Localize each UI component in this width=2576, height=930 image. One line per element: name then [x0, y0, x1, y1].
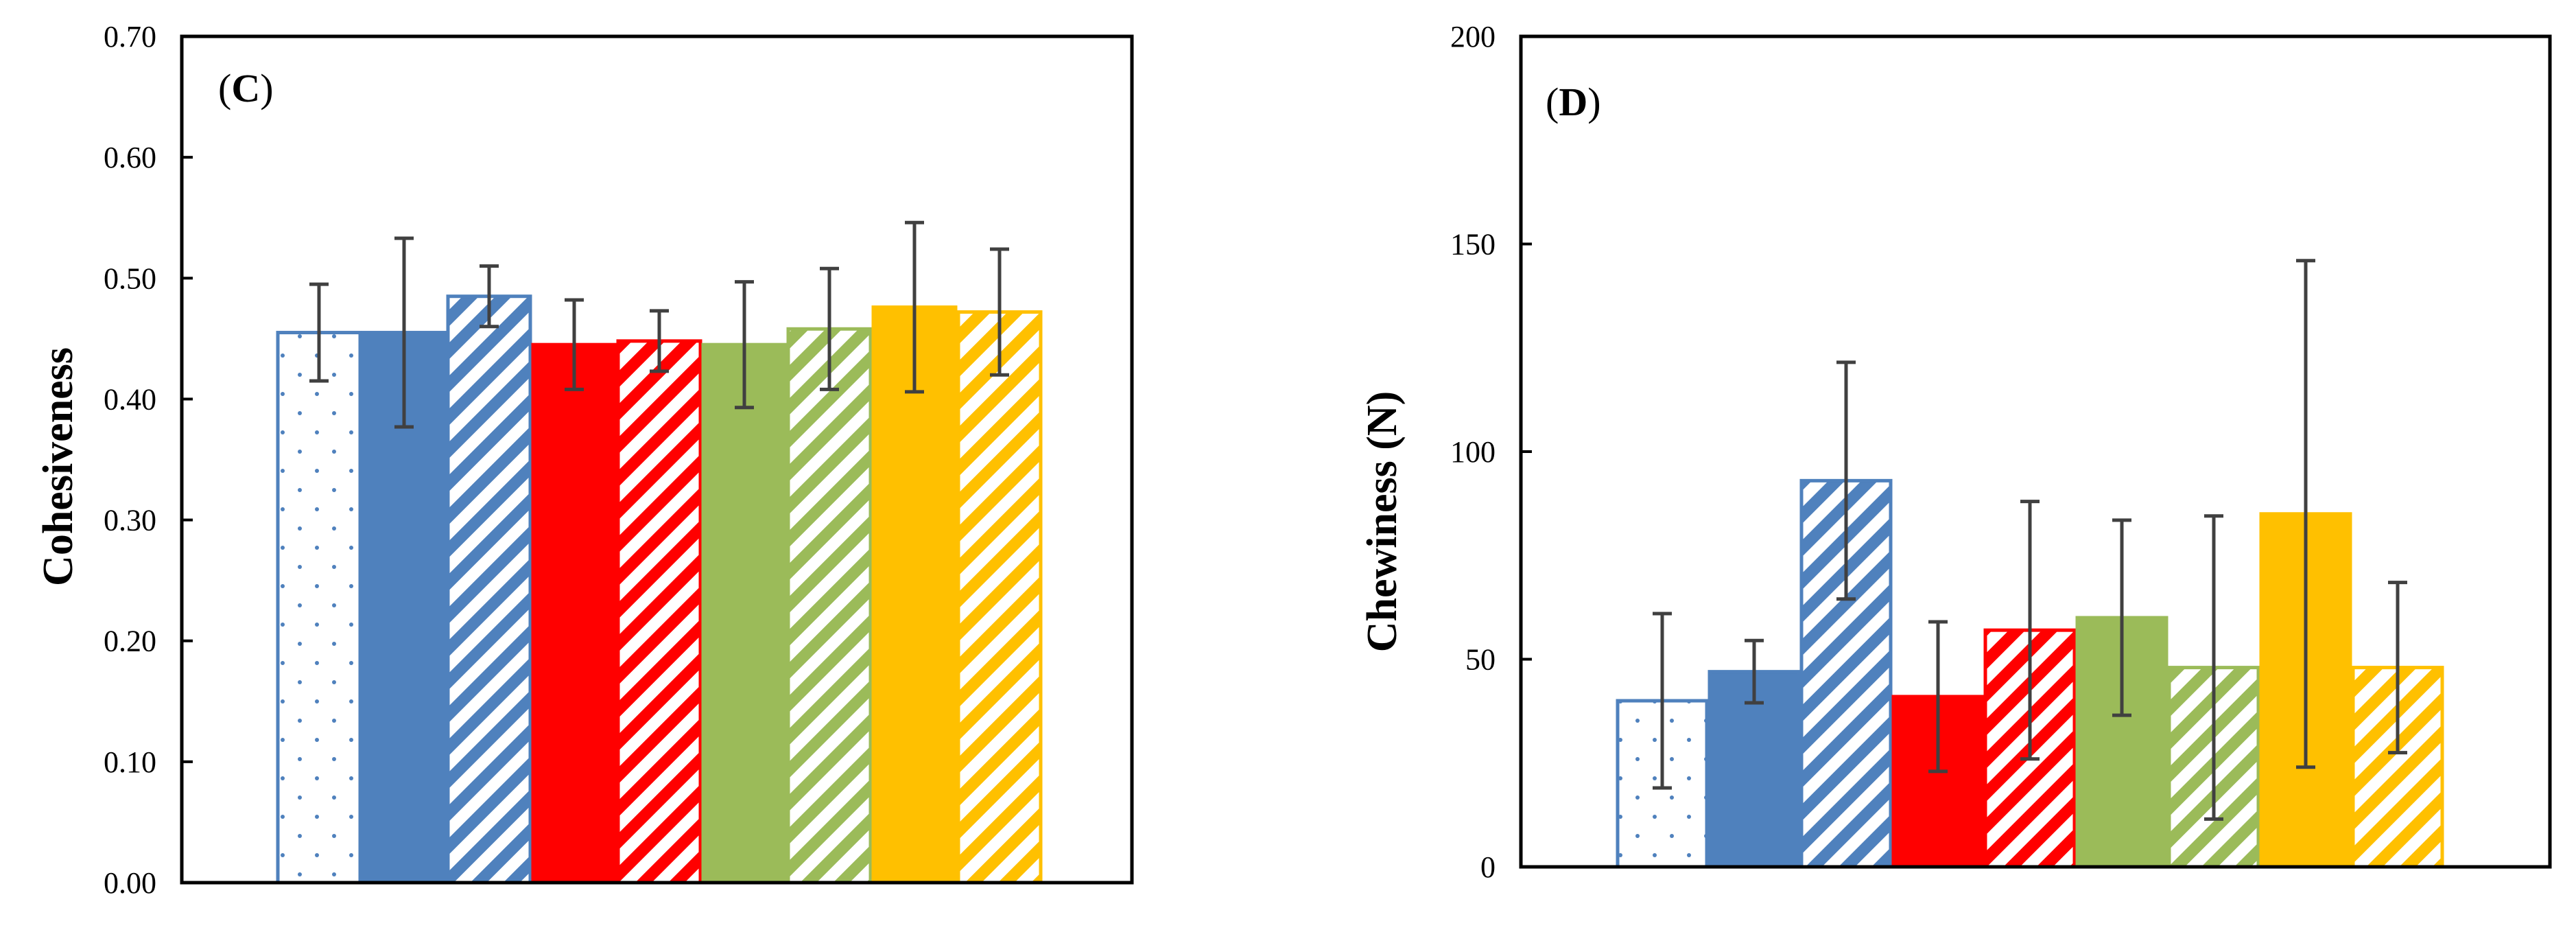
panel-c-error-bars — [309, 220, 1009, 429]
panel-c-error-bar-6 — [735, 280, 754, 410]
panel-d-y-tick-label: 100 — [1450, 435, 1496, 469]
panel-c-bar-4 — [531, 342, 617, 885]
panel-d-error-bar-4 — [1928, 620, 1948, 774]
panel-c-error-bar-8 — [905, 220, 924, 394]
panel-c-error-bar-5 — [650, 309, 669, 373]
panel-c-y-tick-label: 0.50 — [104, 261, 156, 295]
panel-c-label: (C) — [218, 66, 274, 111]
panel-c-error-bar-7 — [820, 266, 839, 391]
panel-d-y-tick-label: 0 — [1480, 850, 1496, 884]
panel-c-error-bar-1 — [309, 282, 329, 383]
panel-c-y-tick-label: 0.60 — [104, 141, 156, 174]
panel-c-y-tick-label: 0.70 — [104, 20, 156, 54]
panel-c-frame-outline — [180, 34, 1134, 885]
panel-c-y-tick-label: 0.10 — [104, 745, 156, 779]
panel-d-y-tick-label: 200 — [1450, 20, 1496, 54]
panel-c-bar-1 — [276, 331, 362, 885]
panel-c-y-axis: 0.00 0.10 0.20 0.30 0.40 0.50 0.60 0.70 — [104, 20, 193, 900]
panel-c-bar-5 — [616, 339, 702, 885]
panel-c-y-axis-title: Cohesiveness — [35, 347, 82, 586]
panel-d-y-axis-title: Chewiness (N) — [1359, 391, 1406, 653]
panel-d-error-bar-3 — [1836, 360, 1856, 601]
panel-d-error-bar-1 — [1653, 612, 1672, 790]
panel-c-bars — [276, 294, 1043, 885]
panel-d-y-tick-label: 50 — [1465, 643, 1496, 677]
panel-c-y-tick-label: 0.30 — [104, 504, 156, 537]
panel-d-y-axis: 0 50 100 150 200 — [1450, 20, 1532, 884]
panel-d-error-bar-6 — [2112, 518, 2131, 717]
panel-c-bar-9 — [956, 310, 1043, 885]
panel-d-error-bar-7 — [2204, 514, 2223, 821]
panel-d-error-bar-2 — [1745, 638, 1764, 705]
panel-c-error-bar-4 — [565, 298, 584, 391]
panel-d-error-bar-5 — [2020, 500, 2040, 761]
panel-c-error-bar-9 — [990, 247, 1009, 377]
panel-c-bar-6 — [701, 342, 788, 885]
panel-c-bar-7 — [786, 327, 873, 885]
panel-c: 0.00 0.10 0.20 0.30 0.40 0.50 0.60 0.70 (C) Coh… — [35, 20, 1134, 900]
panel-d-error-bar-9 — [2388, 581, 2407, 755]
panel-d-error-bars — [1653, 259, 2407, 821]
panel-d-bars — [1616, 478, 2444, 869]
panel-d: 0 50 100 150 200 (D) Chewiness (N) — [1359, 20, 2552, 884]
panel-d-error-bar-8 — [2296, 259, 2315, 769]
panel-c-bar-8 — [871, 305, 958, 885]
panel-d-y-tick-label: 150 — [1450, 228, 1496, 261]
panel-c-error-bar-3 — [480, 264, 499, 329]
panel-c-y-tick-label: 0.20 — [104, 625, 156, 658]
panel-c-y-tick-label: 0.00 — [104, 866, 156, 900]
panel-c-error-bar-2 — [394, 236, 414, 429]
panel-c-y-tick-label: 0.40 — [104, 382, 156, 416]
panel-d-frame-outline — [1519, 34, 2552, 869]
panel-c-bar-3 — [446, 294, 532, 885]
panel-d-label: (D) — [1546, 80, 1601, 124]
